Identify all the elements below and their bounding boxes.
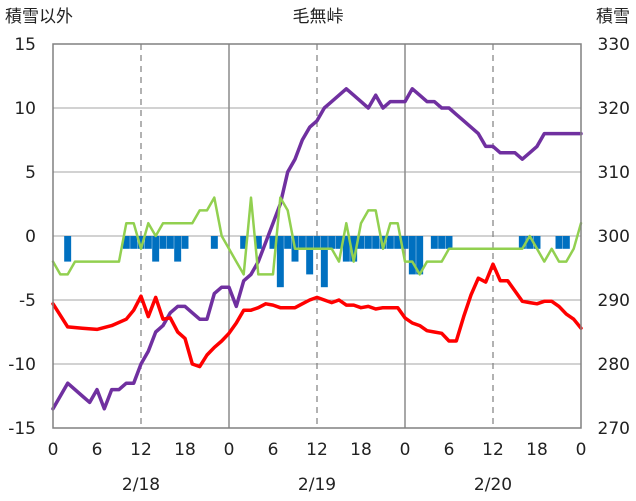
y-right-tick-label: 310 <box>598 163 630 183</box>
date-label: 2/18 <box>122 475 160 495</box>
bar <box>394 236 402 249</box>
bar <box>364 236 372 249</box>
snow_depth-line <box>51 87 583 411</box>
bar <box>526 236 534 249</box>
y-left-tick-label: -5 <box>19 291 36 311</box>
x-tick-label: 0 <box>400 440 411 460</box>
bar <box>357 236 365 249</box>
bar <box>144 236 152 249</box>
bar <box>350 236 358 262</box>
bar <box>533 236 541 249</box>
x-tick-label: 6 <box>444 440 455 460</box>
bar-series <box>64 236 570 288</box>
bar <box>438 236 446 249</box>
bar <box>181 236 189 249</box>
x-tick-label: 18 <box>526 440 548 460</box>
bar <box>306 236 314 275</box>
x-tick-label: 6 <box>268 440 279 460</box>
bar <box>174 236 182 262</box>
y-left-tick-label: 15 <box>14 35 36 55</box>
bar <box>240 236 248 249</box>
bar <box>254 236 262 249</box>
bar <box>386 236 394 249</box>
bar <box>159 236 167 249</box>
x-tick-label: 6 <box>92 440 103 460</box>
x-tick-label: 12 <box>482 440 504 460</box>
bar <box>64 236 72 262</box>
bar <box>372 236 380 249</box>
x-tick-label: 0 <box>48 440 59 460</box>
bar <box>518 236 526 249</box>
x-tick-label: 12 <box>306 440 328 460</box>
y-left-tick-label: 10 <box>14 99 36 119</box>
y-left-tick-label: -10 <box>8 355 36 375</box>
bar <box>430 236 438 249</box>
wind-line <box>51 196 583 276</box>
right-axis-title: 積雪 <box>596 7 630 27</box>
bar <box>342 236 350 262</box>
y-left-tick-label: -15 <box>8 419 36 439</box>
bar <box>122 236 130 249</box>
bar <box>166 236 174 249</box>
bar <box>269 236 277 249</box>
y-right-tick-label: 330 <box>598 35 630 55</box>
bar <box>555 236 563 249</box>
x-tick-label: 0 <box>224 440 235 460</box>
x-tick-label: 12 <box>130 440 152 460</box>
bar <box>152 236 160 262</box>
bar <box>335 236 343 249</box>
x-tick-label: 0 <box>576 440 587 460</box>
bar <box>130 236 138 249</box>
plot-frame <box>52 43 582 429</box>
tick-labels: 15 10 5 0 -5 -10 -15 330 320 310 300 290 280 270 0 6 12 1… <box>8 35 630 495</box>
y-left-tick-label: 0 <box>25 227 36 247</box>
x-tick-label: 18 <box>174 440 196 460</box>
y-right-tick-label: 320 <box>598 99 630 119</box>
temperature-line <box>51 262 583 369</box>
bar <box>328 236 336 249</box>
y-right-tick-label: 300 <box>598 227 630 247</box>
bar <box>298 236 306 249</box>
y-right-tick-label: 280 <box>598 355 630 375</box>
line-series <box>51 87 583 411</box>
bar <box>445 236 453 249</box>
x-tick-label: 18 <box>350 440 372 460</box>
y-left-tick-label: 5 <box>25 163 36 183</box>
y-right-tick-label: 270 <box>598 419 630 439</box>
bar <box>210 236 218 249</box>
chart-title: 毛無峠 <box>293 7 344 27</box>
bar <box>401 236 409 249</box>
bar <box>313 236 321 249</box>
left-axis-title: 積雪以外 <box>5 7 73 27</box>
bar <box>320 236 328 288</box>
bar <box>562 236 570 249</box>
y-right-tick-label: 290 <box>598 291 630 311</box>
bar <box>408 236 416 275</box>
bar <box>276 236 284 288</box>
date-label: 2/19 <box>298 475 336 495</box>
date-label: 2/20 <box>474 475 512 495</box>
bar <box>284 236 292 249</box>
bar <box>416 236 424 275</box>
bar <box>137 236 145 249</box>
